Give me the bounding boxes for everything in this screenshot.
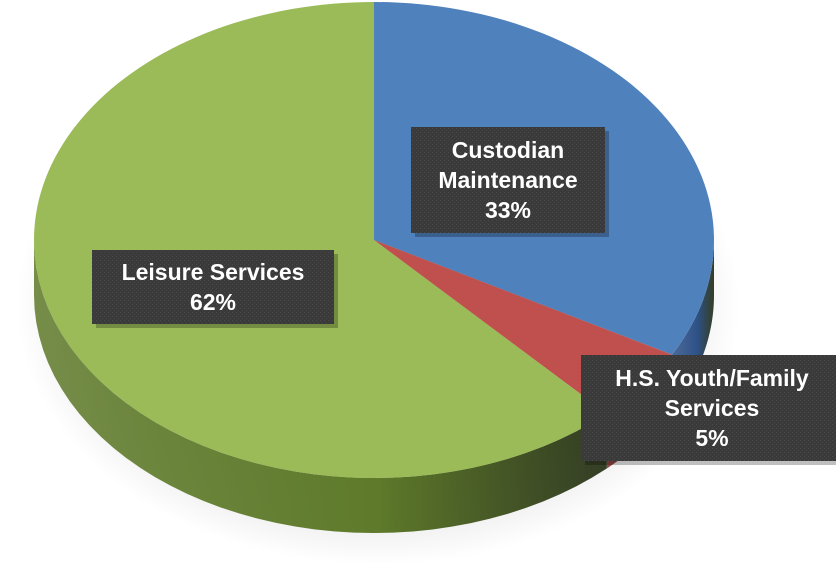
data-label-name: Maintenance [438, 167, 577, 193]
data-label-name: H.S. Youth/Family [615, 365, 809, 391]
data-label-name: Custodian [452, 137, 564, 163]
data-label-percent: 5% [695, 425, 728, 451]
data-label-box [92, 250, 334, 324]
data-label-custodian-maintenance: Custodian Maintenance 33% [411, 127, 609, 237]
data-label-h-s-youth-family-services: H.S. Youth/Family Services 5% [581, 355, 836, 465]
data-label-box [581, 355, 836, 461]
data-label-leisure-services: Leisure Services 62% [92, 250, 338, 328]
pie-slice-leisure-services [33, 2, 607, 479]
data-label-percent: 33% [485, 197, 531, 223]
data-label-percent: 62% [190, 289, 236, 315]
data-label-name: Leisure Services [122, 259, 305, 285]
pie-labels: Custodian Maintenance 33% H.S. Youth/Family… [92, 127, 836, 465]
pie-side-leisure-services [34, 240, 607, 533]
data-label-box [411, 127, 605, 233]
data-label-name: Services [665, 395, 760, 421]
